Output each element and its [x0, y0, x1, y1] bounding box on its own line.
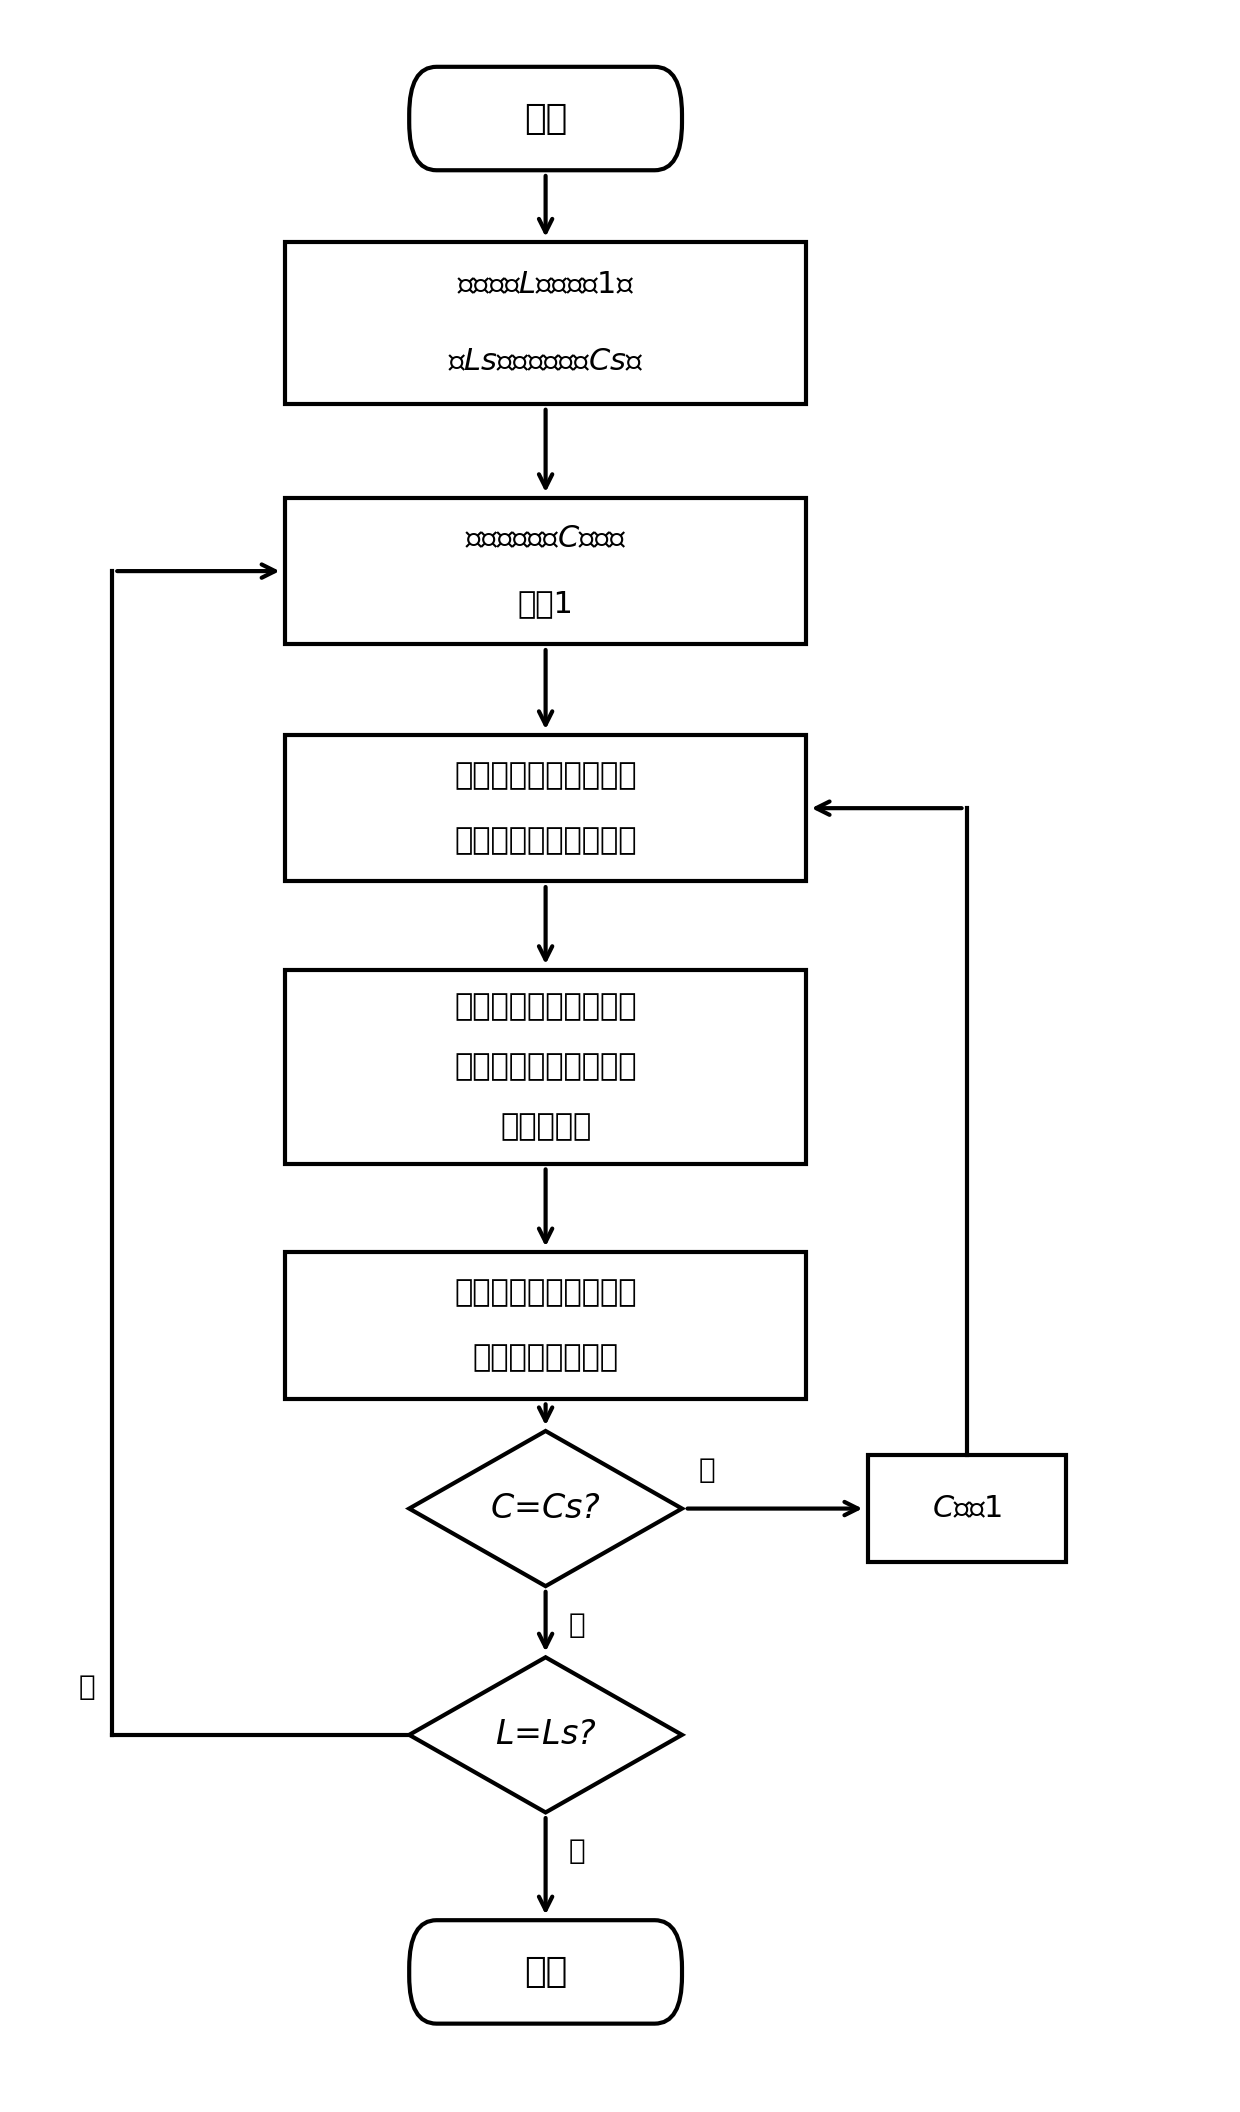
Text: 值为1: 值为1 [517, 589, 574, 619]
Text: $C$自增1: $C$自增1 [932, 1493, 1002, 1523]
Text: 普勒信号数据提取: 普勒信号数据提取 [472, 1343, 619, 1373]
Text: $C$=$Cs$?: $C$=$Cs$? [490, 1491, 601, 1525]
Bar [285, 969, 806, 1164]
Text: 位信息估计: 位信息估计 [500, 1113, 591, 1143]
Text: 否: 否 [698, 1455, 715, 1485]
Text: 是: 是 [568, 1837, 585, 1865]
Text: 获取当次扫描旋翼目标: 获取当次扫描旋翼目标 [454, 760, 637, 790]
Text: 共$Ls$轮，每轮扫描$Cs$次: 共$Ls$轮，每轮扫描$Cs$次 [448, 348, 644, 376]
Bar [285, 498, 806, 644]
Text: 当次扫描旋翼目标微多: 当次扫描旋翼目标微多 [454, 1278, 637, 1307]
Text: 结束: 结束 [525, 1956, 567, 1990]
Polygon shape [409, 1432, 682, 1586]
Text: 基于杂波抑制处理的旋: 基于杂波抑制处理的旋 [454, 993, 637, 1020]
FancyBboxPatch shape [409, 68, 682, 171]
Text: 开始: 开始 [525, 101, 567, 135]
Text: 复合运动差拍回波数据: 复合运动差拍回波数据 [454, 826, 637, 855]
Polygon shape [409, 1658, 682, 1812]
FancyBboxPatch shape [409, 1920, 682, 2023]
Text: 翼目标距离、速度、方: 翼目标距离、速度、方 [454, 1052, 637, 1081]
Text: 设置扫描次数$C$的初始: 设置扫描次数$C$的初始 [465, 524, 626, 553]
Text: $L$=$Ls$?: $L$=$Ls$? [495, 1719, 596, 1751]
Bar [868, 1455, 1066, 1563]
Bar [285, 1252, 806, 1398]
Bar [285, 735, 806, 881]
Bar [285, 243, 806, 403]
Text: 扫描轮次$L$初始值为1，: 扫描轮次$L$初始值为1， [458, 270, 634, 300]
Text: 否: 否 [78, 1673, 95, 1702]
Text: 是: 是 [568, 1611, 585, 1639]
